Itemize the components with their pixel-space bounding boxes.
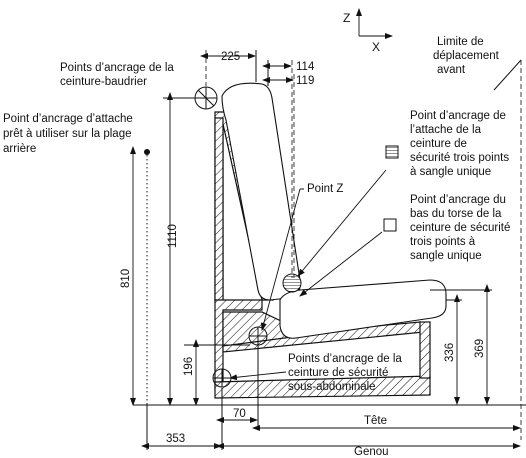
dim-114: 114	[296, 61, 315, 73]
rear-tether-dot	[144, 149, 150, 155]
torso-label-5: sangle unique	[410, 250, 482, 262]
dim-369: 369	[474, 339, 486, 358]
torso-label-4: trois points à	[410, 236, 476, 248]
torso-symbol-icon	[383, 218, 397, 232]
dim-353: 353	[166, 433, 185, 445]
rear-label-2: prêt à utiliser sur la plage	[3, 128, 131, 140]
dim-119: 119	[296, 75, 314, 87]
dim-196: 196	[183, 357, 195, 376]
dim-336: 336	[444, 343, 456, 362]
z-axis-label: Z	[343, 11, 350, 25]
limit-label-1: Limite de	[437, 36, 484, 48]
torso-leader	[299, 231, 383, 297]
dim-70: 70	[233, 408, 246, 420]
dim-1110: 1110	[167, 224, 179, 248]
rear-label-3: arrière	[3, 143, 36, 155]
lap-label-3: sous-abdominale	[288, 381, 376, 393]
forward-limit: Limite de déplacement avant	[433, 36, 522, 440]
tether-anchor	[282, 273, 302, 293]
tether-label-2: l’attache de la	[410, 124, 482, 136]
dim-genou: Genou	[354, 446, 389, 458]
lap-label-1: Points d’ancrage de la	[288, 353, 402, 365]
shoulder-anchor	[194, 86, 218, 110]
pointz-label: Point Z	[307, 183, 343, 195]
dim-tete: Tête	[364, 415, 387, 427]
seat-belt-anchor-mid	[248, 326, 268, 346]
lap-anchor	[212, 368, 232, 388]
backrest-cushion	[221, 82, 301, 301]
torso-label-2: bas du torse de la	[410, 208, 502, 220]
limit-label-3: avant	[437, 64, 466, 76]
tether-label-3: ceinture de	[410, 138, 467, 150]
front-riser	[419, 321, 431, 379]
shoulder-label-1: Points d’ancrage de la	[60, 62, 174, 74]
tether-label-1: Point d’ancrage de	[410, 110, 506, 122]
shoulder-label-2: ceinture-baudrier	[60, 76, 147, 88]
tether-leader	[297, 169, 387, 277]
axis-indicator: Z X	[343, 8, 393, 54]
limit-label-2: déplacement	[433, 50, 500, 62]
tether-label-5: à sangle unique	[410, 166, 491, 178]
torso-label-1: Point d’ancrage du	[410, 194, 506, 206]
backrest-post	[214, 117, 224, 303]
rear-label-1: Point d’ancrage d’attache	[3, 113, 133, 125]
floor-box	[214, 375, 431, 399]
dim-225: 225	[221, 51, 240, 63]
lap-label-2: ceinture de sécurité	[288, 367, 388, 379]
x-axis-label: X	[372, 40, 380, 54]
torso-label-3: ceinture de sécurité	[410, 222, 510, 234]
tether-label-4: sécurité trois points	[410, 152, 509, 164]
tether-symbol-icon	[385, 145, 399, 159]
dim-810: 810	[120, 269, 132, 288]
